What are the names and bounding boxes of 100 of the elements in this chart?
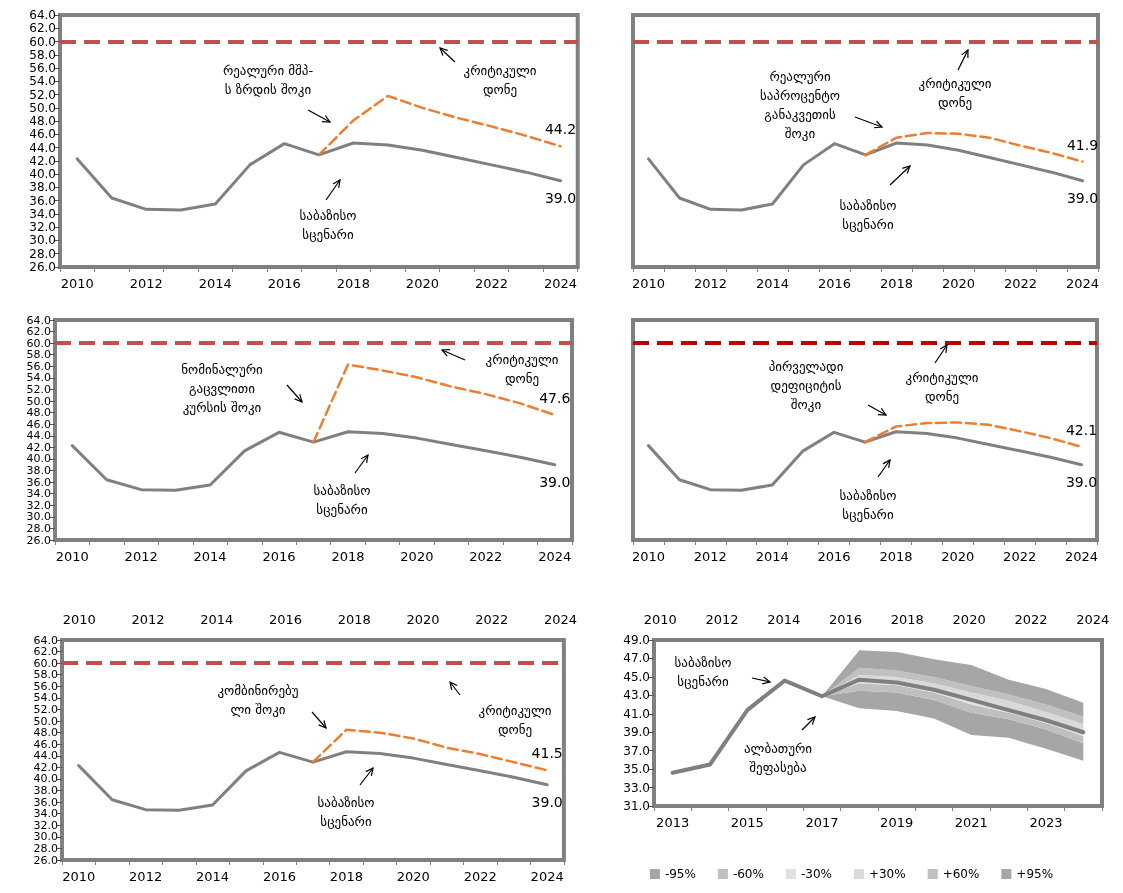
x-tick-label: 2010 — [631, 549, 666, 564]
x-tick-label: 2020 — [400, 549, 434, 564]
annotation: საბაზისო სცენარი — [299, 208, 357, 242]
x-tick-label: 2018 — [879, 276, 914, 291]
y-tick-label: 40.0 — [26, 452, 51, 466]
x-tick-label: 2014 — [196, 869, 230, 884]
x-tick-label: 2010 — [62, 869, 96, 884]
x-tick-label: 2022 — [1003, 276, 1038, 291]
y-tick-label: 26.0 — [33, 853, 58, 867]
y-tick-label: 44.0 — [29, 140, 56, 155]
y-tick-label: 47.0 — [623, 651, 650, 666]
legend-label: +60% — [942, 867, 980, 881]
x-tick-label: 2024 — [543, 276, 578, 291]
x-tick-label: 2022 — [474, 276, 508, 291]
y-tick-label: 54.0 — [26, 371, 51, 385]
x-tick-label: 2013 — [656, 815, 690, 830]
x-tick-label: 2020 — [396, 869, 430, 884]
annotation: კომბინირებუ ლი შოკი — [217, 683, 299, 717]
y-tick-label: 37.0 — [623, 743, 650, 758]
y-tick-label: 43.0 — [623, 688, 650, 703]
x-tick-label: 2010 — [631, 276, 666, 291]
x2-tick-label: 2024 — [1076, 612, 1110, 627]
x-tick-label: 2012 — [129, 276, 163, 291]
y-tick-label: 32.0 — [29, 220, 56, 235]
data-label: 42.1 — [1065, 421, 1098, 438]
y-tick-label: 48.0 — [26, 406, 51, 420]
y-tick-label: 38.0 — [26, 464, 51, 478]
legend-label: -30% — [800, 867, 832, 881]
y-tick-label: 34.0 — [29, 206, 56, 221]
y-tick-label: 56.0 — [26, 359, 51, 373]
y-tick-label: 52.0 — [29, 87, 56, 102]
annotation: კრიტიკული დონე — [478, 703, 552, 737]
data-label: 41.9 — [1066, 136, 1099, 153]
x-tick-label: 2014 — [755, 549, 789, 564]
x-tick-label: 2022 — [469, 549, 503, 564]
annotation: საბაზისო სცენარი — [674, 655, 732, 689]
x-tick-label: 2015 — [730, 815, 764, 830]
x2-tick-label: 2014 — [200, 612, 234, 627]
annotation: ნომინალური გაცვლითი კურსის შოკი — [181, 361, 264, 415]
x2-tick-label: 2016 — [829, 612, 863, 627]
y-tick-label: 41.0 — [623, 706, 650, 721]
y-tick-label: 46.0 — [29, 127, 56, 142]
y-tick-label: 30.0 — [26, 510, 51, 524]
x-tick-label: 2024 — [1064, 549, 1099, 564]
y-tick-label: 54.0 — [29, 74, 56, 89]
y-tick-label: 26.0 — [26, 533, 51, 547]
x2-tick-label: 2014 — [767, 612, 801, 627]
y-tick-label: 46.0 — [33, 737, 58, 751]
y-tick-label: 36.0 — [26, 475, 51, 489]
x-tick-label: 2021 — [954, 815, 988, 830]
annotation: რეალური მშპ- ს ზრდის შოკი — [222, 63, 314, 97]
y-tick-label: 48.0 — [33, 726, 58, 740]
annotation: პირველადი დეფიციტის შოკი — [768, 358, 844, 412]
x-tick-label: 2010 — [60, 276, 94, 291]
y-tick-label: 39.0 — [623, 725, 650, 740]
annotation: კრიტიკული დონე — [463, 63, 537, 97]
x-tick-label: 2024 — [1065, 276, 1100, 291]
y-tick-label: 58.0 — [26, 348, 51, 362]
x-tick-label: 2020 — [941, 549, 975, 564]
x-tick-label: 2016 — [817, 549, 851, 564]
annotation: კრიტიკული დონე — [905, 370, 979, 404]
y-tick-label: 34.0 — [33, 807, 58, 821]
x2-tick-label: 2022 — [475, 612, 509, 627]
data-label: 39.0 — [531, 793, 563, 810]
y-tick-label: 32.0 — [26, 498, 51, 512]
y-tick-label: 60.0 — [29, 34, 56, 49]
x2-tick-label: 2016 — [268, 612, 302, 627]
y-tick-label: 38.0 — [29, 180, 56, 195]
x-tick-label: 2023 — [1029, 815, 1063, 830]
x2-tick-label: 2024 — [543, 612, 577, 627]
x2-tick-label: 2010 — [62, 612, 96, 627]
y-tick-label: 31.0 — [623, 799, 650, 813]
y-tick-label: 49.0 — [623, 633, 650, 647]
y-tick-label: 26.0 — [29, 260, 56, 274]
y-tick-label: 50.0 — [26, 394, 51, 408]
y-tick-label: 50.0 — [29, 100, 56, 115]
data-label: 39.0 — [544, 189, 577, 206]
x2-tick-label: 2020 — [952, 612, 986, 627]
y-tick-label: 50.0 — [33, 714, 58, 728]
x2-tick-label: 2018 — [337, 612, 371, 627]
y-tick-label: 30.0 — [29, 233, 56, 248]
data-label: 47.6 — [539, 389, 571, 406]
x2-tick-label: 2018 — [890, 612, 924, 627]
legend-label: +95% — [1016, 867, 1054, 881]
y-tick-label: 62.0 — [29, 21, 56, 36]
x-tick-label: 2012 — [124, 549, 158, 564]
data-label: 39.0 — [1065, 473, 1098, 490]
y-tick-label: 32.0 — [33, 818, 58, 832]
x-tick-label: 2018 — [329, 869, 363, 884]
y-tick-label: 36.0 — [33, 795, 58, 809]
y-tick-label: 46.0 — [26, 417, 51, 431]
annotation: კრიტიკული დონე — [485, 352, 559, 386]
x-tick-label: 2012 — [693, 549, 727, 564]
y-tick-label: 52.0 — [33, 702, 58, 716]
x-tick-label: 2018 — [879, 549, 913, 564]
y-tick-label: 36.0 — [29, 193, 56, 208]
x-tick-label: 2020 — [405, 276, 439, 291]
y-tick-label: 38.0 — [33, 784, 58, 798]
x-tick-label: 2022 — [463, 869, 497, 884]
x-tick-label: 2020 — [941, 276, 976, 291]
